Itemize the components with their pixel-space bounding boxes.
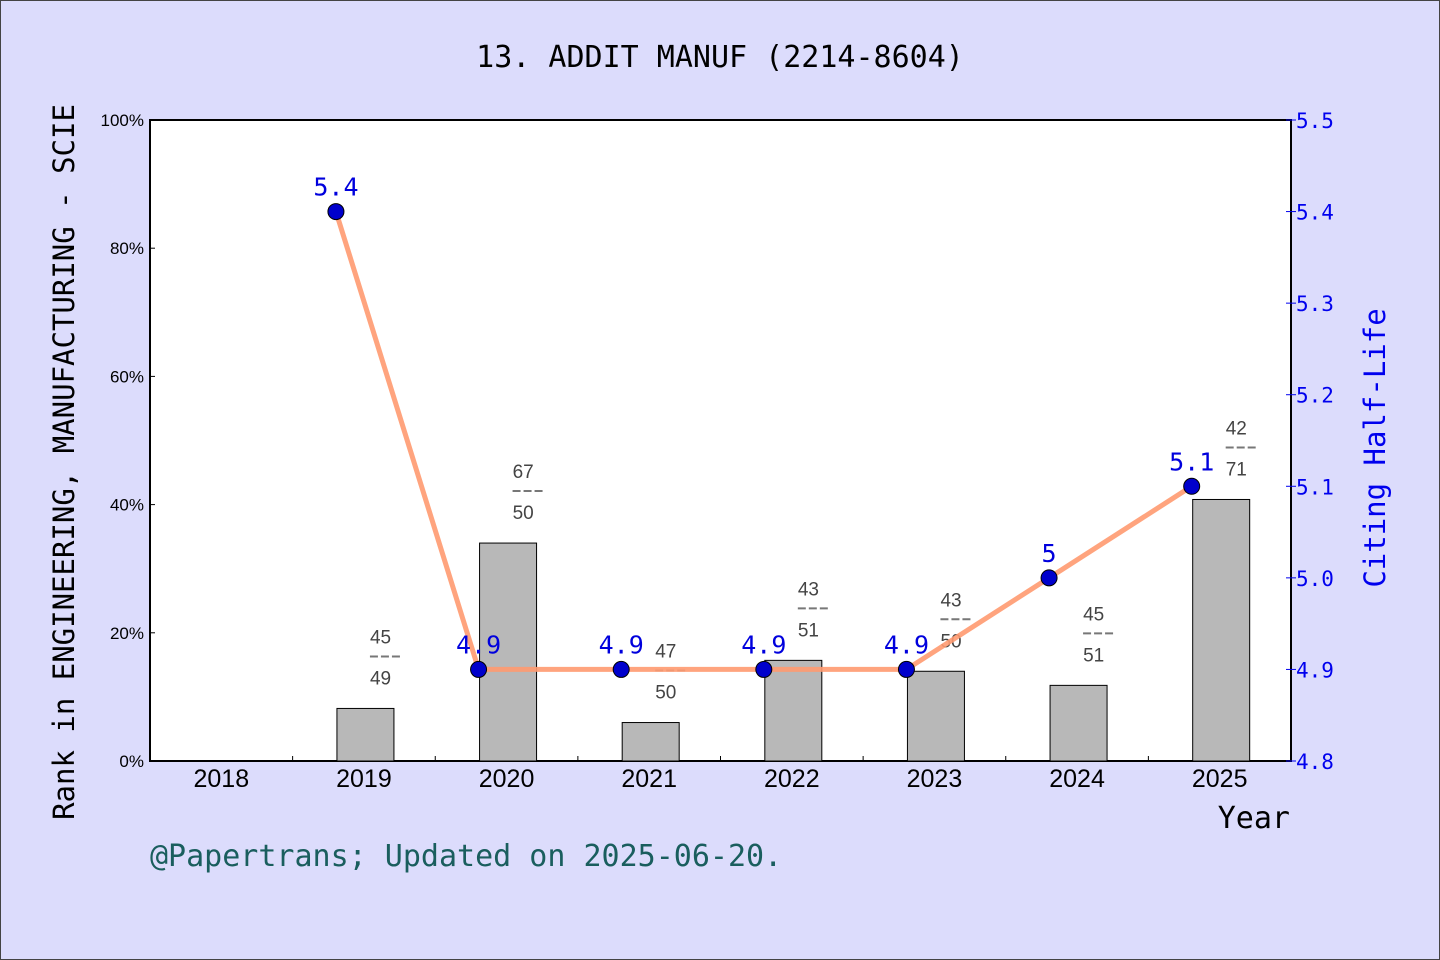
y-right-tick-label: 5.3 (1296, 292, 1334, 316)
half-life-label-2020: 4.9 (456, 630, 501, 659)
x-tick-label-2018: 2018 (194, 765, 250, 793)
bar-rank-label-2025: 42 (1226, 418, 1247, 439)
half-life-point-2019 (327, 203, 345, 221)
x-tick-label-2021: 2021 (621, 765, 677, 793)
y-left-tick-label: 0% (119, 752, 144, 771)
y-right-tick-label: 4.8 (1296, 750, 1334, 774)
bar-rank-label-2022: 43 (798, 579, 819, 600)
x-tick-label-2024: 2024 (1049, 765, 1105, 793)
bar-total-label-2020: 50 (513, 503, 534, 524)
x-axis-label: Year (1218, 801, 1290, 836)
y-axis-left-label: Rank in ENGINEERING, MANUFACTURING - SCI… (47, 104, 81, 820)
x-tick-label-2020: 2020 (479, 765, 535, 793)
half-life-point-2022 (755, 660, 773, 678)
half-life-label-2025: 5.1 (1169, 447, 1214, 476)
half-life-label-2019: 5.4 (313, 173, 358, 202)
bar-rank-label-2020: 67 (513, 462, 534, 483)
bar-rank-label-2023: 43 (940, 590, 961, 611)
x-tick-label-2025: 2025 (1192, 765, 1248, 793)
y-left-tick-label: 80% (110, 239, 144, 258)
bar-2022 (764, 659, 823, 762)
bar-total-label-2021: 50 (655, 683, 676, 704)
bar-2021 (621, 722, 680, 762)
x-tick-label-2019: 2019 (336, 765, 392, 793)
chart-title: 13. ADDIT MANUF (2214-8604) (476, 40, 964, 75)
bar-2019 (336, 707, 395, 762)
bar-total-label-2022: 51 (798, 620, 819, 641)
footer-credit: @Papertrans; Updated on 2025-06-20. (150, 839, 782, 874)
bar-rank-label-2019: 45 (370, 627, 391, 648)
half-life-point-2024 (1040, 569, 1058, 587)
plot-area (149, 119, 1292, 762)
bar-2023 (906, 670, 965, 762)
y-right-tick-label: 5.0 (1296, 567, 1334, 591)
bar-total-label-2019: 49 (370, 668, 391, 689)
y-right-tick-label: 5.5 (1296, 109, 1334, 133)
half-life-label-2024: 5 (1042, 539, 1057, 568)
y-left-tick-label: 20% (110, 624, 144, 643)
bar-total-label-2024: 51 (1083, 645, 1104, 666)
half-life-point-2021 (612, 660, 630, 678)
y-left-tick-label: 100% (101, 111, 144, 130)
y-right-tick-label: 4.9 (1296, 658, 1334, 682)
half-life-point-2020 (470, 660, 488, 678)
bar-2024 (1049, 684, 1108, 762)
y-right-tick-label: 5.1 (1296, 475, 1334, 499)
half-life-label-2022: 4.9 (741, 630, 786, 659)
half-life-point-2023 (897, 660, 915, 678)
bar-rank-label-2024: 45 (1083, 604, 1104, 625)
x-tick-label-2022: 2022 (764, 765, 820, 793)
half-life-label-2023: 4.9 (884, 630, 929, 659)
x-tick-label-2023: 2023 (907, 765, 963, 793)
half-life-point-2025 (1183, 477, 1201, 495)
y-left-tick-label: 60% (110, 367, 144, 386)
y-axis-right-label: Citing Half-Life (1358, 308, 1392, 587)
y-right-tick-label: 5.2 (1296, 384, 1334, 408)
bar-2025 (1192, 498, 1251, 762)
bar-2020 (479, 542, 538, 762)
half-life-label-2021: 4.9 (599, 630, 644, 659)
bar-total-label-2025: 71 (1226, 459, 1247, 480)
bar-rank-label-2021: 47 (655, 642, 676, 663)
y-left-tick-label: 40% (110, 496, 144, 515)
y-right-tick-label: 5.4 (1296, 201, 1334, 225)
